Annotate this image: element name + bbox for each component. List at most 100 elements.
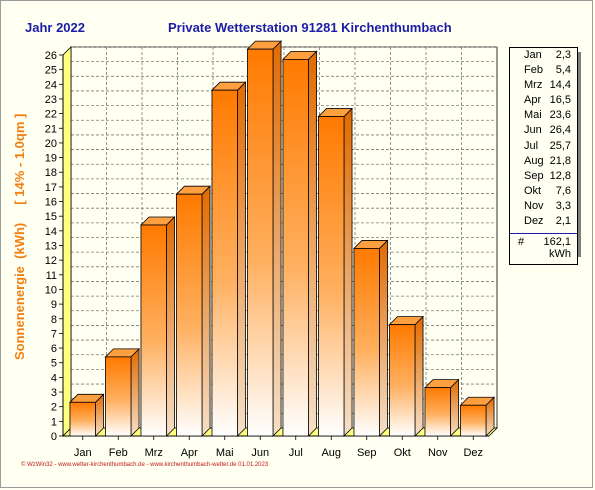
- y-tick-label: 17: [45, 182, 57, 194]
- legend-row: Okt 7,6: [510, 184, 577, 199]
- y-tick-label: 11: [46, 270, 57, 282]
- bar-layer: [69, 40, 495, 437]
- x-tick-label: Mai: [216, 447, 234, 459]
- y-tick-label: 25: [45, 65, 57, 77]
- y-tick-label: 24: [45, 79, 57, 91]
- bar-front: [69, 401, 96, 437]
- legend-month: Okt: [524, 184, 542, 197]
- bar-side: [379, 239, 388, 437]
- x-tick-label: Dez: [463, 447, 483, 459]
- x-tick-label: Jan: [74, 447, 92, 459]
- station-title: Private Wetterstation 91281 Kirchenthumb…: [168, 20, 452, 35]
- legend-row: Dez 2,1: [510, 214, 577, 229]
- x-tick-label: Jul: [289, 447, 303, 459]
- bar-side: [237, 81, 246, 437]
- bar-jan: [69, 393, 105, 437]
- bar-side: [130, 347, 140, 437]
- y-tick-label: 8: [51, 314, 57, 326]
- y-tick-label: 10: [45, 284, 57, 296]
- y-tick-label: 15: [45, 211, 57, 223]
- bar-side: [450, 378, 459, 437]
- legend-month: Mai: [524, 109, 542, 122]
- bar-nov: [424, 378, 460, 437]
- x-tick-label: Aug: [321, 447, 341, 459]
- y-tick-label: 9: [51, 299, 57, 311]
- x-tick-label: Sep: [357, 447, 377, 459]
- legend-value: 7,6: [555, 184, 571, 197]
- legend-value: 26,4: [549, 124, 571, 137]
- tick-layer: 0123456789101112131415161718192021222324…: [45, 50, 483, 459]
- y-tick-label: 6: [51, 343, 57, 355]
- bar-front: [140, 224, 167, 437]
- bar-front: [353, 248, 380, 437]
- legend-row: Jan 2,3: [510, 48, 577, 63]
- legend-value: 2,1: [555, 215, 571, 228]
- left-wall: [62, 46, 72, 437]
- y-tick-label: 26: [45, 50, 57, 62]
- legend-value: 25,7: [549, 139, 571, 152]
- legend-separator: [510, 233, 577, 235]
- y-tick-label: 22: [45, 109, 57, 121]
- legend-row: Mai 23,6: [510, 108, 577, 123]
- legend-value: 21,8: [549, 154, 571, 167]
- bar-mrz: [140, 216, 176, 437]
- y-tick-label: 19: [45, 153, 57, 165]
- x-tick-label: Apr: [181, 447, 198, 459]
- legend-value: 5,4: [555, 64, 571, 77]
- y-tick-label: 12: [45, 255, 57, 267]
- bar-okt: [388, 315, 424, 437]
- legend-row: Nov 3,3: [510, 199, 577, 214]
- bar-side: [414, 315, 424, 437]
- y-tick-label: 13: [45, 241, 57, 253]
- year-title: Jahr 2022: [25, 20, 85, 35]
- legend-month: Mrz: [524, 79, 543, 92]
- legend-value: 14,4: [549, 79, 571, 92]
- y-tick-label: 2: [51, 402, 57, 414]
- legend-month: Sep: [524, 169, 544, 182]
- bar-aug: [317, 107, 353, 437]
- legend-row: Jun 26,4: [510, 123, 577, 138]
- footer-credit: © WzWin32 - www.wetter-kirchenthumbach.d…: [21, 462, 269, 468]
- bar-side: [201, 185, 211, 437]
- y-tick-label: 4: [51, 372, 57, 384]
- y-tick-label: 21: [45, 123, 57, 135]
- axis-layer: [59, 46, 498, 440]
- bar-front: [211, 89, 238, 437]
- legend-value: 16,5: [549, 94, 571, 107]
- legend-month: Jul: [524, 139, 539, 152]
- legend-total-unit: kWh: [549, 248, 571, 261]
- y-tick-label: 0: [51, 431, 57, 443]
- legend-month: Aug: [524, 154, 544, 167]
- legend-row: Feb 5,4: [510, 63, 577, 78]
- bar-front: [318, 116, 345, 437]
- legend-total-symbol: #: [518, 236, 525, 249]
- bar-side: [166, 216, 175, 437]
- bar-side: [343, 107, 353, 437]
- legend-row: Aug 21,8: [510, 154, 577, 169]
- legend-value: 23,6: [549, 109, 571, 122]
- bar-front: [460, 404, 487, 437]
- y-tick-label: 20: [45, 138, 57, 150]
- legend-month: Apr: [524, 94, 542, 107]
- bar-sep: [353, 239, 389, 437]
- x-tick-label: Mrz: [145, 447, 163, 459]
- bar-front: [176, 193, 203, 437]
- legend-value: 2,3: [555, 49, 571, 61]
- legend-row: Jul 25,7: [510, 139, 577, 154]
- legend-rows: Jan 2,3 Feb 5,4 Mrz 14,4 Apr 16,5 Mai 23,6 Jun 26,4…: [510, 48, 577, 229]
- y-tick-label: 18: [45, 167, 57, 179]
- legend-month: Jun: [524, 124, 542, 137]
- x-tick-label: Feb: [109, 447, 128, 459]
- x-tick-label: Nov: [428, 447, 448, 459]
- bar-front: [282, 58, 309, 437]
- bar-jul: [282, 50, 318, 437]
- y-tick-label: 5: [51, 358, 57, 370]
- x-tick-label: Okt: [394, 447, 411, 459]
- legend-row: Mrz 14,4: [510, 78, 577, 93]
- y-tick-label: 16: [45, 197, 57, 209]
- y-tick-label: 3: [51, 387, 57, 399]
- bar-apr: [175, 185, 211, 437]
- x-tick-label: Jun: [251, 447, 269, 459]
- bar-side: [272, 40, 282, 437]
